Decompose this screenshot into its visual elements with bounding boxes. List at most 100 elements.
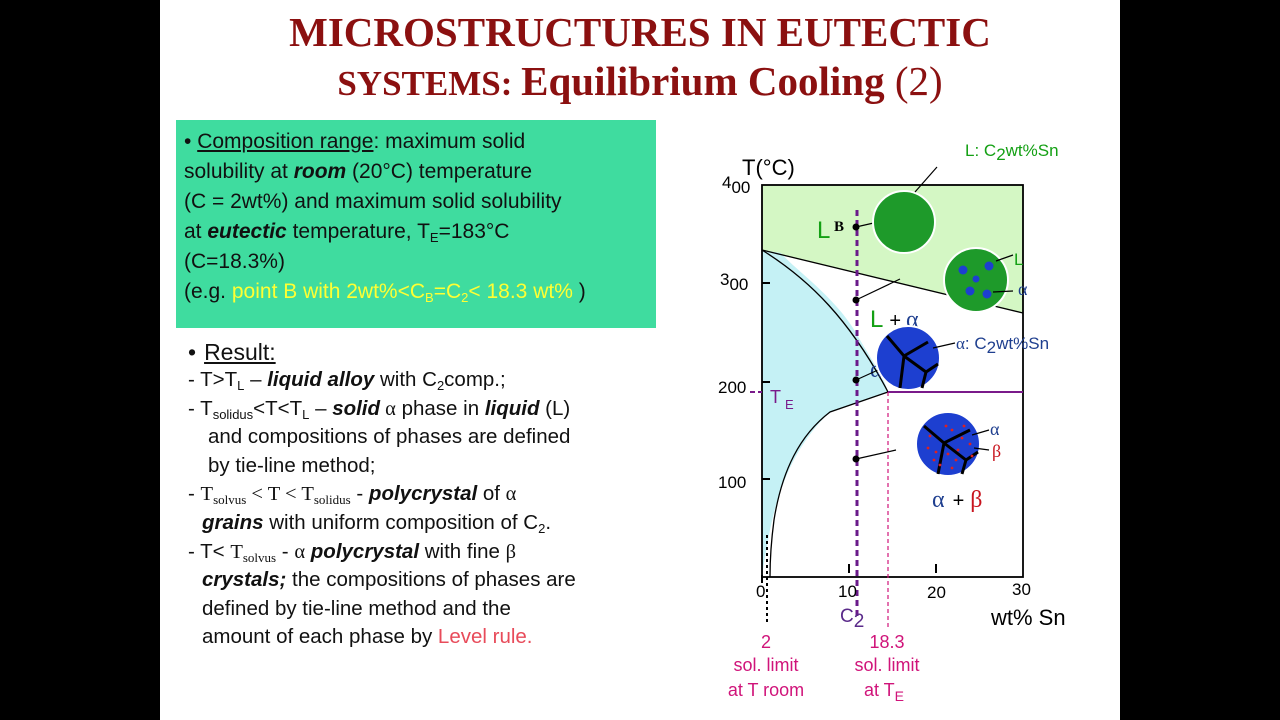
result-text: of xyxy=(477,482,506,506)
highlight-text: < 18.3 wt% xyxy=(468,280,573,303)
title-line-2: SYSTEMS: Equilibrium Cooling (2) xyxy=(160,57,1120,106)
result-text: - T xyxy=(188,396,213,420)
composition-range-box: • Composition range: maximum solid solub… xyxy=(176,120,656,328)
x-axis-label: wt% Sn xyxy=(990,605,1066,630)
annot-183-desc: sol. limit xyxy=(854,655,919,675)
highlight-text: =C xyxy=(433,280,462,303)
annot-183-temp: at TE xyxy=(864,680,904,704)
composition-text: temperature, T xyxy=(286,220,430,243)
y-tick-label-300: 300 xyxy=(720,270,748,294)
result-text: . xyxy=(545,510,552,534)
annot-2-value: 2 xyxy=(761,632,771,652)
result-heading: Result: xyxy=(204,339,276,365)
composition-text: (20°C) temperature xyxy=(346,160,533,183)
grain-boundaries xyxy=(885,335,939,389)
result-line-4: by tie-line method; xyxy=(208,453,376,477)
subscript: 2 xyxy=(436,378,445,393)
micro-pointer xyxy=(971,429,990,436)
phase-diagram: T(°C) wt% Sn 400 300 200 100 0 10 20 30 … xyxy=(718,141,1066,704)
alpha-symbol: α xyxy=(505,483,517,506)
subscript: solidus xyxy=(212,406,254,422)
y-tick-label-200: 200 xyxy=(718,378,746,397)
title-line-1: MICROSTRUCTURES IN EUTECTIC xyxy=(289,9,991,55)
solidus-line xyxy=(761,249,889,393)
alpha-particle xyxy=(965,286,975,296)
composition-line-2: solubility at room (20°C) temperature xyxy=(184,157,648,187)
result-line-1: - T>TL – liquid alloy with C2comp.; xyxy=(188,366,658,395)
result-text: – xyxy=(244,368,268,391)
result-text: T xyxy=(230,540,243,563)
x-tick-label-0: 0 xyxy=(756,582,765,601)
subscript: 2 xyxy=(538,520,546,536)
beta-symbol: β xyxy=(505,540,517,563)
composition-text: =183°C xyxy=(438,220,510,243)
micro-liquid-pointer xyxy=(914,166,938,193)
subscript: 2 xyxy=(461,290,469,305)
composition-text: ) xyxy=(572,280,586,303)
y-axis-label: T(°C) xyxy=(742,155,795,180)
slide-title: MICROSTRUCTURES IN EUTECTIC SYSTEMS: Equ… xyxy=(160,8,1120,106)
point-b-label: B xyxy=(834,219,844,235)
result-text: < T < T xyxy=(246,483,314,506)
slide: MICROSTRUCTURES IN EUTECTIC SYSTEMS: Equ… xyxy=(160,0,1120,720)
subscript: E xyxy=(429,230,439,245)
title-equilibrium-cooling: Equilibrium Cooling xyxy=(521,58,885,105)
micro-pointer xyxy=(995,254,1014,262)
micro-pointer xyxy=(932,342,956,349)
solid-emphasis: solid xyxy=(332,396,381,420)
result-text: with uniform composition of C xyxy=(263,510,539,534)
result-text: T xyxy=(200,483,214,506)
result-text: <T<T xyxy=(253,396,303,420)
x-tick-label-10: 10 xyxy=(838,582,857,601)
composition-line-5: (C=18.3%) xyxy=(184,250,285,273)
result-line-8: crystals; the compositions of phases are xyxy=(188,566,658,595)
micro-liquid-label: L: C2wt%Sn xyxy=(965,141,1059,164)
result-line-9: defined by tie-line method and the xyxy=(202,596,511,620)
crystals-emphasis: crystals; xyxy=(202,568,287,592)
alpha-symbol: α xyxy=(294,540,306,563)
region-alpha-beta-label: α + β xyxy=(932,487,982,513)
title-systems: SYSTEMS xyxy=(337,64,501,104)
point-b-highlight: point B with 2wt%<CB=C2< 18.3 wt% xyxy=(231,280,573,305)
micro-pointer xyxy=(992,290,1014,293)
alpha-particle xyxy=(984,261,994,271)
result-text: the compositions of phases are xyxy=(286,568,576,592)
micro-l-label: L xyxy=(1014,250,1023,269)
composition-text: at xyxy=(184,220,208,243)
result-line-6: grains with uniform composition of C2. xyxy=(188,509,658,538)
composition-line-1: • Composition range: maximum solid xyxy=(184,127,648,157)
micro-alpha-label: α xyxy=(1018,279,1028,299)
highlight-text: point B with 2wt%<C xyxy=(231,280,426,303)
result-line-7: - T< Tsolvus - α polycrystal with fine β xyxy=(188,538,658,567)
grains-emphasis: grains xyxy=(202,510,264,534)
result-text: comp.; xyxy=(444,368,506,391)
composition-text: (e.g. xyxy=(184,280,232,303)
result-text: amount of each phase by xyxy=(202,625,438,649)
composition-text: solubility at xyxy=(184,160,294,183)
subscript: solvus xyxy=(213,492,247,508)
micro-ab-beta-label: β xyxy=(992,441,1001,461)
title-colon: : xyxy=(500,64,522,104)
region-l-label: L xyxy=(817,217,830,244)
eutectic-emphasis: eutectic xyxy=(207,220,287,243)
level-rule-link[interactable]: Level rule. xyxy=(437,625,533,649)
x-tick-label-20: 20 xyxy=(927,583,946,602)
grain-boundaries xyxy=(923,424,979,475)
polycrystal-emphasis: polycrystal xyxy=(368,482,478,506)
alpha-particle xyxy=(982,289,992,299)
connector-line xyxy=(855,449,897,460)
y-tick-label-400: 400 xyxy=(722,173,750,197)
title-number: (2) xyxy=(884,58,943,105)
subscript: L xyxy=(302,406,310,422)
polycrystal-emphasis: polycrystal xyxy=(305,539,420,563)
result-text: - T< xyxy=(188,539,231,563)
result-text: - T>T xyxy=(188,368,238,391)
annot-2-temp: at T room xyxy=(728,680,804,700)
subscript: solidus xyxy=(313,492,351,508)
c2-label: C2 xyxy=(840,606,864,632)
liquid-emphasis: liquid xyxy=(484,396,540,420)
annot-2-desc: sol. limit xyxy=(733,655,798,675)
liquid-alloy-emphasis: liquid alloy xyxy=(267,368,375,391)
result-line-2: - Tsolidus<T<TL – solid α phase in liqui… xyxy=(188,395,658,424)
